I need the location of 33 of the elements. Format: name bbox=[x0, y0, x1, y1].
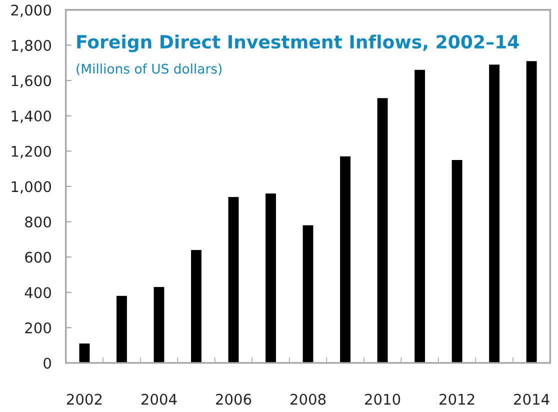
y-tick-label: 1,800 bbox=[12, 40, 51, 52]
x-tick-label: 2010 bbox=[365, 394, 400, 405]
y-tick-label: 2,000 bbox=[11, 4, 51, 18]
bar bbox=[377, 98, 388, 363]
bar bbox=[489, 64, 500, 363]
x-tick-label: 2012 bbox=[440, 394, 474, 405]
bar bbox=[228, 197, 239, 363]
bar bbox=[266, 193, 276, 363]
bar bbox=[452, 160, 462, 363]
y-tick-label: 1,400 bbox=[12, 110, 51, 124]
y-tick-label: 400 bbox=[24, 287, 51, 298]
y-tick-label: 800 bbox=[25, 216, 51, 228]
bar bbox=[414, 70, 426, 363]
x-tick-label: 2004 bbox=[142, 394, 177, 405]
x-tick-label: 2008 bbox=[290, 394, 326, 405]
text: (Millions of US dollars) bbox=[76, 64, 222, 76]
x-tick-label: 2006 bbox=[216, 394, 252, 405]
y-tick-label: 200 bbox=[25, 322, 51, 334]
bar bbox=[191, 250, 202, 363]
y-tick-label: 0 bbox=[44, 358, 51, 369]
x-tick-label: 2014 bbox=[514, 394, 550, 405]
y-tick-label: 1,000 bbox=[12, 181, 51, 194]
bar bbox=[302, 225, 314, 363]
x-tick-label: 2002 bbox=[66, 394, 102, 405]
bar bbox=[116, 296, 127, 363]
bar bbox=[154, 287, 164, 363]
y-tick-label: 600 bbox=[25, 252, 51, 263]
text: Foreign Direct Investment Inflows, 2002–14 bbox=[77, 34, 519, 52]
bar bbox=[340, 156, 350, 363]
bar bbox=[526, 61, 537, 363]
y-tick-label: 1,200 bbox=[12, 146, 51, 158]
y-tick-label: 1,600 bbox=[12, 75, 51, 88]
bar bbox=[79, 344, 90, 363]
